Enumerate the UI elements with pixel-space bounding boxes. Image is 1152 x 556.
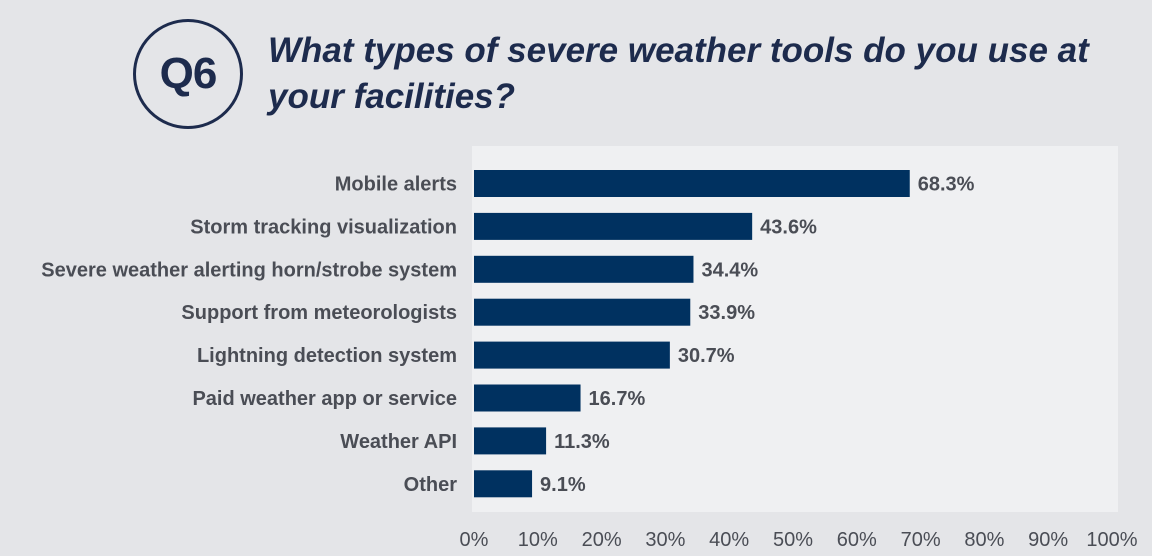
category-label: Mobile alerts — [335, 174, 457, 196]
bar — [474, 341, 670, 369]
category-label: Weather API — [340, 431, 457, 453]
chart-title: What types of severe weather tools do yo… — [268, 28, 1128, 120]
category-label: Storm tracking visualization — [190, 216, 457, 238]
x-tick-label: 90% — [1028, 529, 1068, 551]
category-label: Severe weather alerting horn/strobe syst… — [41, 259, 457, 281]
bar — [474, 170, 910, 197]
bar — [474, 470, 533, 498]
x-tick-label: 0% — [460, 529, 489, 551]
bar — [474, 427, 547, 455]
x-tick-label: 10% — [518, 529, 558, 551]
bar — [474, 298, 691, 326]
bar — [474, 384, 581, 412]
question-badge: Q6 — [133, 19, 243, 129]
data-label: 11.3% — [554, 431, 610, 453]
chart-title-line-2: your facilities? — [268, 77, 516, 116]
plot-area — [472, 146, 1118, 512]
x-tick-label: 20% — [582, 529, 622, 551]
x-tick-label: 80% — [964, 529, 1004, 551]
data-label: 34.4% — [701, 259, 758, 281]
x-tick-label: 60% — [837, 529, 877, 551]
x-tick-label: 100% — [1086, 529, 1137, 551]
category-label: Support from meteorologists — [181, 302, 457, 324]
data-label: 16.7% — [589, 388, 646, 410]
x-tick-label: 70% — [901, 529, 941, 551]
data-label: 68.3% — [918, 174, 975, 196]
x-tick-label: 40% — [709, 529, 749, 551]
data-label: 9.1% — [540, 474, 586, 496]
category-label: Lightning detection system — [197, 345, 457, 367]
data-label: 33.9% — [698, 302, 755, 324]
x-tick-label: 30% — [645, 529, 685, 551]
data-label: 43.6% — [760, 216, 817, 238]
data-label: 30.7% — [678, 345, 735, 367]
bar — [474, 255, 694, 283]
question-number: Q6 — [159, 49, 218, 98]
category-label: Paid weather app or service — [192, 388, 457, 410]
bar — [474, 212, 753, 240]
chart-title-line-1: What types of severe weather tools do yo… — [268, 31, 1089, 70]
category-label: Other — [404, 474, 458, 496]
x-tick-label: 50% — [773, 529, 813, 551]
